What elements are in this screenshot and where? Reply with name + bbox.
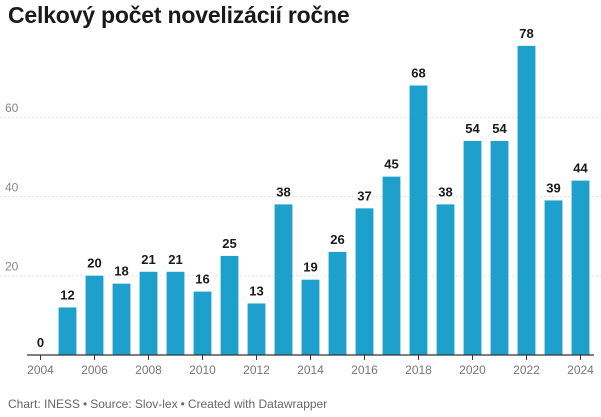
created-with-credit: Created with Datawrapper [187, 397, 328, 411]
data-label: 21 [141, 252, 155, 267]
data-label: 39 [546, 180, 560, 195]
chart-source: Source: Slov-lex [90, 397, 178, 411]
x-tick-label: 2012 [243, 363, 270, 377]
data-label: 68 [411, 65, 425, 80]
data-label: 26 [330, 232, 344, 247]
data-label: 44 [573, 161, 588, 176]
y-tick-label: 40 [5, 180, 19, 194]
bar [301, 279, 320, 355]
chart-credit: Chart: INESS [8, 397, 81, 411]
footer-separator: • [83, 397, 88, 411]
bar [139, 271, 158, 355]
x-tick-label: 2024 [567, 363, 594, 377]
data-label: 12 [60, 287, 74, 302]
x-tick-label: 2006 [81, 363, 108, 377]
data-label: 37 [357, 188, 371, 203]
bar [274, 204, 293, 355]
x-tick-label: 2022 [513, 363, 540, 377]
y-tick-label: 60 [5, 101, 19, 115]
x-tick-label: 2004 [27, 363, 54, 377]
data-label: 0 [37, 335, 44, 350]
data-label: 18 [114, 264, 128, 279]
bar [85, 275, 104, 355]
data-label: 16 [195, 272, 209, 287]
bar [517, 45, 536, 355]
bar [571, 180, 590, 355]
x-tick-label: 2008 [135, 363, 162, 377]
bar [193, 291, 212, 355]
data-label: 54 [465, 121, 480, 136]
footer-separator: • [180, 397, 185, 411]
bars [58, 45, 590, 356]
bar [355, 208, 374, 355]
y-axis-tick-labels: 20 40 60 [5, 101, 19, 274]
data-labels: 0 12 20 18 21 21 16 25 13 38 19 26 37 45 68 38 54 54 78 39 4… [37, 26, 589, 350]
data-label: 38 [276, 184, 290, 199]
data-label: 19 [303, 260, 317, 275]
x-tick-label: 2010 [189, 363, 216, 377]
x-tick-label: 2018 [405, 363, 432, 377]
data-label: 78 [519, 26, 533, 41]
x-tick-label: 2020 [459, 363, 486, 377]
chart-title: Celkový počet novelizácií ročne [8, 2, 350, 28]
data-label: 20 [87, 256, 101, 271]
bar [409, 85, 428, 356]
bar [247, 303, 266, 355]
bar [463, 140, 482, 355]
bar [490, 140, 509, 355]
bar [112, 283, 131, 355]
bar [436, 204, 455, 355]
data-label: 25 [222, 236, 236, 251]
gridlines [0, 116, 601, 277]
data-label: 13 [249, 283, 263, 298]
y-tick-label: 20 [5, 260, 19, 274]
bar [382, 176, 401, 355]
bar [328, 251, 347, 355]
data-label: 54 [492, 121, 507, 136]
x-tick-label: 2014 [297, 363, 324, 377]
x-axis: 2004 2006 2008 2010 2012 2014 2016 2018 2020 2022… [27, 354, 594, 377]
bar [220, 255, 239, 355]
data-label: 45 [384, 157, 398, 172]
chart-footer: Chart: INESS • Source: Slov-lex • Created wi… [8, 397, 327, 411]
data-label: 38 [438, 184, 452, 199]
x-tick-label: 2016 [351, 363, 378, 377]
bar [58, 307, 77, 355]
bar [544, 200, 563, 355]
data-label: 21 [168, 252, 182, 267]
bar [166, 271, 185, 355]
